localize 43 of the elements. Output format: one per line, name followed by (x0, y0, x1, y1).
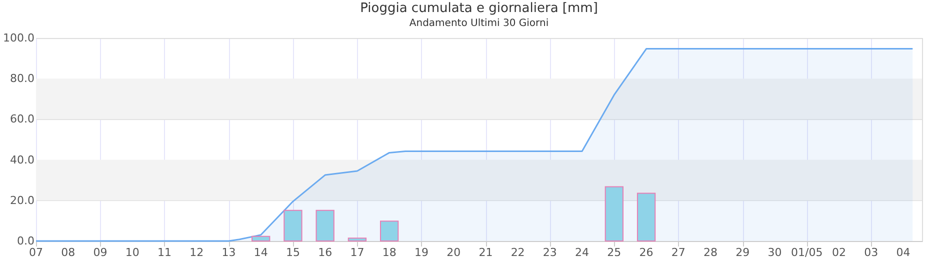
x-tick-label: 08 (61, 246, 76, 259)
x-tick-label: 03 (864, 246, 878, 259)
x-tick-label: 17 (350, 246, 364, 259)
bar (604, 186, 624, 242)
x-tick-label: 04 (896, 246, 910, 259)
x-tick-label: 30 (768, 246, 782, 259)
chart-subtitle: Andamento Ultimi 30 Giorni (409, 18, 549, 29)
bar (636, 192, 656, 242)
y-tick-label: 20.0 (10, 194, 34, 207)
chart-title: Pioggia cumulata e giornaliera [mm] (360, 1, 598, 16)
x-tick-label: 18 (382, 246, 396, 259)
bar (316, 210, 334, 242)
x-tick-label: 28 (704, 246, 718, 259)
bar (252, 236, 270, 242)
y-tick-label: 40.0 (10, 153, 34, 166)
x-tick-label: 12 (190, 246, 204, 259)
x-tick-label: 29 (736, 246, 750, 259)
x-tick-label: 15 (286, 246, 300, 259)
x-tick-label: 13 (222, 246, 236, 259)
bar (348, 238, 367, 242)
y-tick-label: 0.0 (17, 234, 34, 248)
x-tick-label: 22 (510, 246, 525, 259)
y-tick-label: 100.0 (3, 32, 34, 44)
x-tick-label: 20 (446, 246, 461, 259)
x-tick-label: 23 (542, 246, 557, 259)
x-tick-label: 02 (832, 246, 846, 259)
x-tick-label: 21 (478, 246, 493, 259)
x-tick-label: 10 (125, 246, 140, 259)
y-tick-label: 60.0 (10, 112, 34, 126)
x-tick-label: 09 (93, 246, 108, 259)
x-tick-label: 16 (318, 246, 332, 259)
bar (380, 220, 399, 242)
x-tick-label: 19 (414, 246, 428, 259)
x-tick-label: 27 (671, 246, 686, 259)
x-tick-label: 07 (29, 246, 43, 259)
bar (284, 210, 302, 242)
x-tick-label: 11 (157, 246, 172, 259)
x-tick-label: 01/05 (791, 246, 823, 259)
y-tick-label: 80.0 (10, 72, 34, 86)
x-tick-label: 26 (639, 246, 654, 259)
x-tick-label: 25 (607, 246, 622, 259)
x-tick-label: 24 (575, 246, 590, 259)
x-tick-label: 14 (254, 246, 268, 259)
